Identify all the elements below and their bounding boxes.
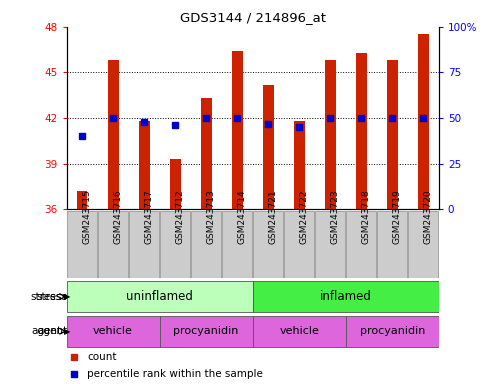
Bar <box>98 211 128 278</box>
Text: GSM243715: GSM243715 <box>82 189 91 244</box>
Text: agent: agent <box>37 326 67 336</box>
Bar <box>252 316 346 347</box>
Bar <box>325 60 336 209</box>
Text: procyanidin: procyanidin <box>174 326 239 336</box>
Bar <box>356 53 367 209</box>
Text: percentile rank within the sample: percentile rank within the sample <box>87 369 263 379</box>
Text: GSM243714: GSM243714 <box>237 189 246 244</box>
Bar <box>408 211 438 278</box>
Bar <box>232 51 243 209</box>
Bar <box>315 211 345 278</box>
Bar <box>170 159 180 209</box>
Text: GSM243720: GSM243720 <box>423 189 432 244</box>
Text: ▶: ▶ <box>64 292 70 301</box>
Text: ▶: ▶ <box>64 327 70 336</box>
Text: GSM243713: GSM243713 <box>206 189 215 244</box>
Text: agent: agent <box>32 326 62 336</box>
Bar <box>129 211 159 278</box>
Bar <box>67 281 252 312</box>
Bar <box>222 211 252 278</box>
Text: GSM243722: GSM243722 <box>299 189 308 244</box>
Bar <box>294 121 305 209</box>
Bar <box>387 60 398 209</box>
Text: GSM243719: GSM243719 <box>392 189 401 244</box>
Bar <box>160 316 253 347</box>
Bar <box>67 211 97 278</box>
Text: GSM243721: GSM243721 <box>268 189 277 244</box>
Text: GSM243717: GSM243717 <box>144 189 153 244</box>
Bar <box>191 211 221 278</box>
Bar <box>377 211 407 278</box>
Title: GDS3144 / 214896_at: GDS3144 / 214896_at <box>179 11 326 24</box>
Text: count: count <box>87 352 116 362</box>
Bar <box>201 98 211 209</box>
Text: GSM243712: GSM243712 <box>175 189 184 244</box>
Bar <box>253 211 283 278</box>
Bar <box>160 211 190 278</box>
Bar <box>263 84 274 209</box>
Bar <box>76 191 87 209</box>
Bar <box>67 316 160 347</box>
Bar <box>284 211 314 278</box>
Text: vehicle: vehicle <box>93 326 133 336</box>
Text: procyanidin: procyanidin <box>359 326 425 336</box>
Text: stress: stress <box>36 291 67 302</box>
Bar <box>139 121 149 209</box>
Bar <box>346 211 376 278</box>
Text: GSM243716: GSM243716 <box>113 189 122 244</box>
Text: stress: stress <box>31 291 62 302</box>
Bar <box>252 281 439 312</box>
Bar <box>346 316 439 347</box>
Text: vehicle: vehicle <box>279 326 319 336</box>
Bar <box>107 60 118 209</box>
Text: GSM243723: GSM243723 <box>330 189 339 244</box>
Text: inflamed: inflamed <box>320 290 372 303</box>
Text: uninflamed: uninflamed <box>126 290 193 303</box>
Bar <box>418 35 429 209</box>
Text: GSM243718: GSM243718 <box>361 189 370 244</box>
